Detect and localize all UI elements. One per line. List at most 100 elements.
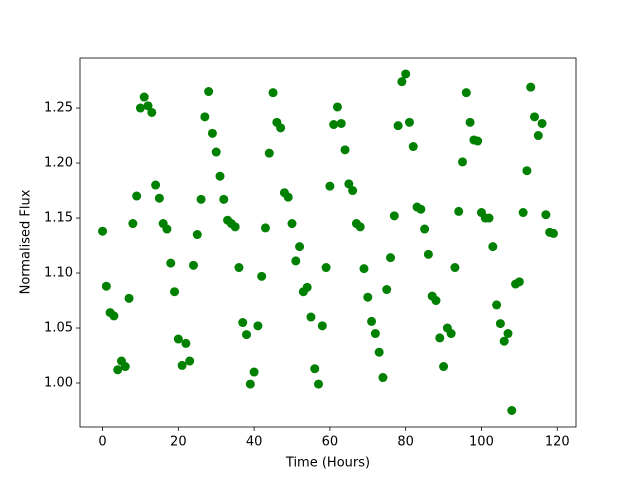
point — [143, 101, 153, 111]
point — [530, 112, 540, 122]
point — [348, 186, 358, 196]
point — [367, 316, 377, 326]
point — [238, 318, 248, 328]
point — [420, 224, 430, 234]
y-tick-label: 1.00 — [44, 376, 73, 391]
point — [321, 263, 331, 273]
point — [287, 219, 297, 229]
x-tick-label: 100 — [469, 435, 494, 450]
point — [173, 334, 183, 344]
point — [192, 230, 202, 240]
point — [196, 194, 206, 204]
point — [310, 364, 320, 374]
x-axis-label: Time (Hours) — [285, 456, 370, 471]
point — [245, 379, 255, 389]
x-tick-label: 20 — [170, 435, 187, 450]
x-tick-label: 60 — [322, 435, 339, 450]
point — [446, 329, 456, 339]
point — [363, 292, 373, 302]
x-tick-label: 40 — [246, 435, 263, 450]
y-tick-label: 1.25 — [44, 101, 73, 116]
point — [359, 264, 369, 274]
point — [188, 260, 198, 270]
point — [404, 117, 414, 127]
point — [154, 193, 164, 203]
point — [382, 285, 392, 295]
point — [548, 228, 558, 238]
point — [340, 145, 350, 155]
point — [230, 222, 240, 232]
point — [249, 367, 259, 377]
y-tick-label: 1.05 — [44, 321, 73, 336]
point — [454, 206, 464, 216]
point — [458, 157, 468, 167]
x-tick-label: 80 — [397, 435, 414, 450]
y-tick-label: 1.15 — [44, 211, 73, 226]
point — [386, 253, 396, 263]
point — [109, 311, 119, 321]
point — [439, 362, 449, 372]
point — [200, 112, 210, 122]
point — [355, 222, 365, 232]
point — [219, 194, 229, 204]
point — [215, 171, 225, 181]
point — [147, 107, 157, 117]
point — [242, 330, 252, 340]
point — [135, 103, 145, 113]
y-tick-label: 1.20 — [44, 156, 73, 171]
point — [416, 204, 426, 214]
point — [370, 329, 380, 339]
point — [408, 142, 418, 152]
point — [461, 88, 471, 98]
point — [495, 319, 505, 329]
point — [522, 166, 532, 176]
point — [484, 213, 494, 223]
point — [526, 82, 536, 92]
point — [166, 258, 176, 268]
point — [378, 373, 388, 383]
axes-frame — [79, 57, 577, 428]
point — [170, 287, 180, 297]
point — [257, 271, 267, 281]
point — [389, 211, 399, 221]
point — [518, 208, 528, 218]
point — [113, 365, 123, 375]
point — [128, 219, 138, 229]
point — [537, 118, 547, 128]
point — [124, 293, 134, 303]
point — [234, 263, 244, 273]
point — [541, 210, 551, 220]
point — [488, 242, 498, 252]
point — [204, 87, 214, 97]
point — [332, 102, 342, 112]
point — [291, 256, 301, 266]
point — [283, 192, 293, 202]
x-tick-label: 0 — [98, 435, 106, 450]
point — [181, 338, 191, 348]
point — [435, 333, 445, 343]
point — [314, 379, 324, 389]
point — [492, 300, 502, 310]
point — [260, 223, 270, 233]
point — [177, 360, 187, 370]
x-tick-label: 120 — [545, 435, 570, 450]
point — [295, 242, 305, 252]
point — [503, 329, 513, 339]
point — [139, 92, 149, 102]
y-tick-label: 1.10 — [44, 266, 73, 281]
point — [132, 191, 142, 201]
point — [211, 147, 221, 157]
point — [264, 148, 274, 158]
point — [336, 118, 346, 128]
point — [207, 128, 217, 138]
point — [401, 69, 411, 79]
point — [162, 224, 172, 234]
point — [101, 281, 111, 291]
point — [253, 321, 263, 331]
point — [465, 117, 475, 127]
point — [473, 136, 483, 146]
point — [344, 179, 354, 189]
point — [431, 296, 441, 306]
point — [268, 88, 278, 98]
